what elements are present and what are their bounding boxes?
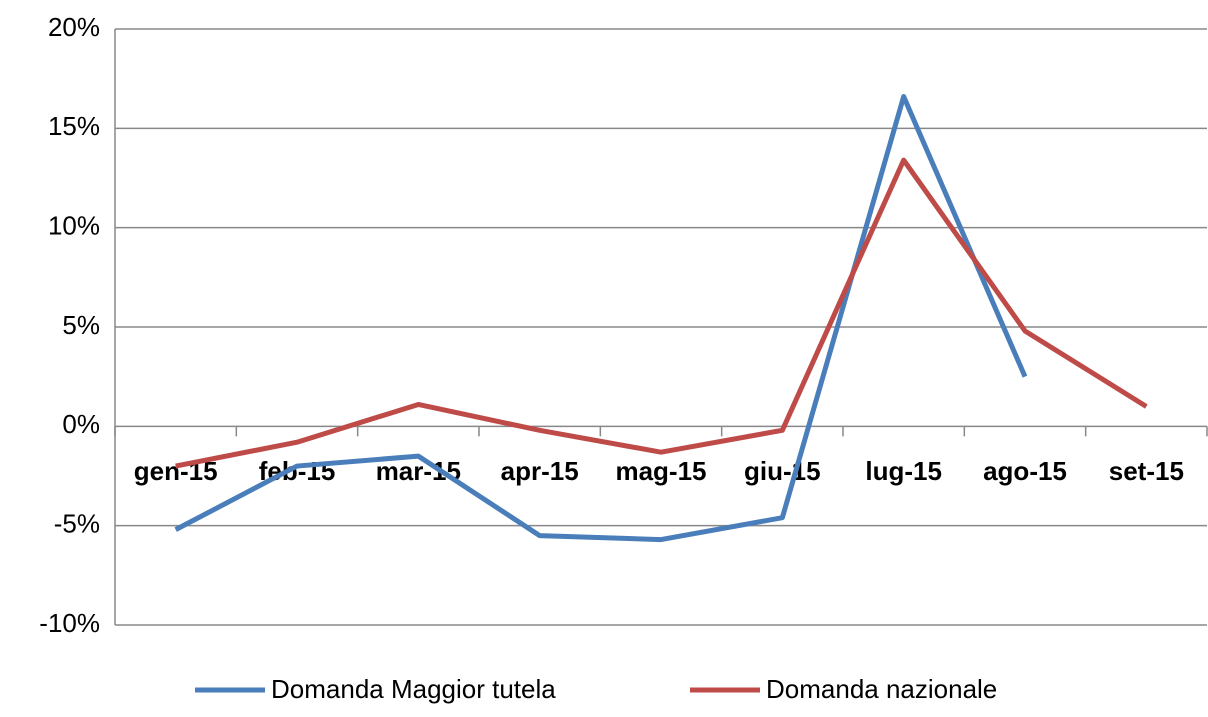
x-tick-label: mag-15 [615,456,706,486]
series-line [175,157,1148,469]
x-tick-label: lug-15 [865,456,942,486]
series-line [174,94,1028,543]
x-tick-label: ago-15 [983,456,1067,486]
y-tick-label: -10% [39,608,100,638]
x-tick-label: mar-15 [376,456,461,486]
x-tick-label: apr-15 [501,456,579,486]
y-tick-label: 5% [62,310,100,340]
x-tick-label: set-15 [1109,456,1184,486]
y-tick-label: -5% [54,509,100,539]
y-tick-label: 10% [48,211,100,241]
y-tick-label: 15% [48,111,100,141]
y-tick-label: 20% [48,12,100,42]
y-tick-label: 0% [62,409,100,439]
legend-label: Domanda nazionale [766,674,997,704]
x-tick-label: giu-15 [744,456,821,486]
legend-label: Domanda Maggior tutela [271,674,556,704]
